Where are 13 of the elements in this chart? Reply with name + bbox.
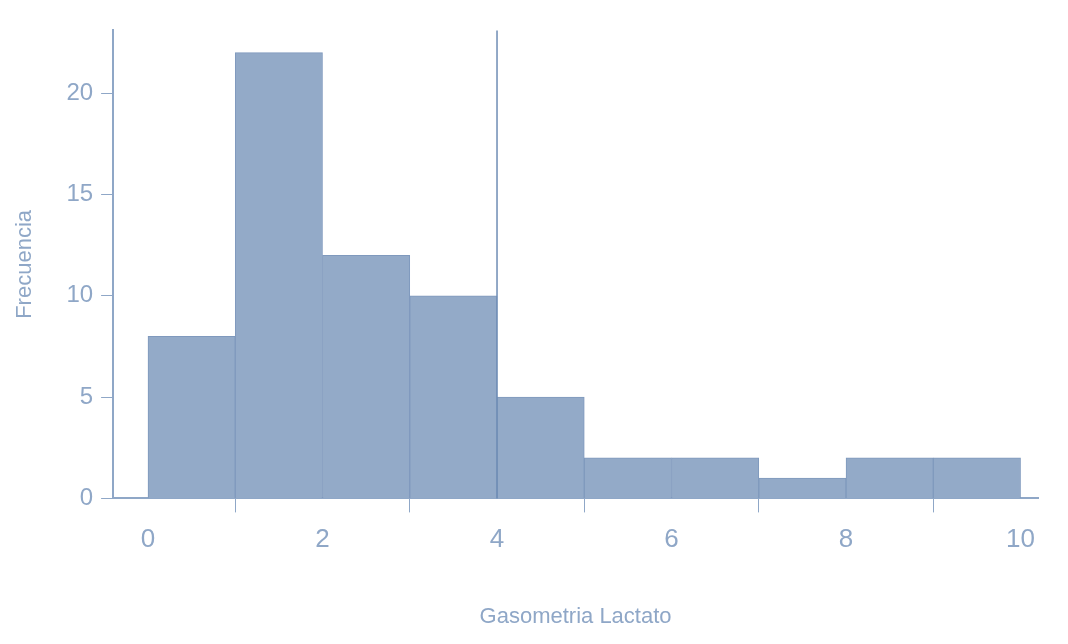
x-tick-label: 6 xyxy=(664,523,679,554)
x-tick-label: 10 xyxy=(1006,523,1036,554)
y-tick-label: 20 xyxy=(66,77,94,105)
y-tick-label: 0 xyxy=(79,483,94,511)
x-tick-label: 4 xyxy=(489,523,505,554)
x-tick-label: 8 xyxy=(838,523,854,554)
y-tick-label: 15 xyxy=(66,179,94,207)
x-tick-label: 0 xyxy=(140,523,156,554)
x-axis-title: Gasometria Lactato xyxy=(479,602,672,628)
y-axis-title: Frecuencia xyxy=(11,209,37,319)
x-tick-label: 2 xyxy=(315,523,330,554)
y-tick-label: 10 xyxy=(66,280,94,308)
y-tick-label: 5 xyxy=(79,381,94,409)
